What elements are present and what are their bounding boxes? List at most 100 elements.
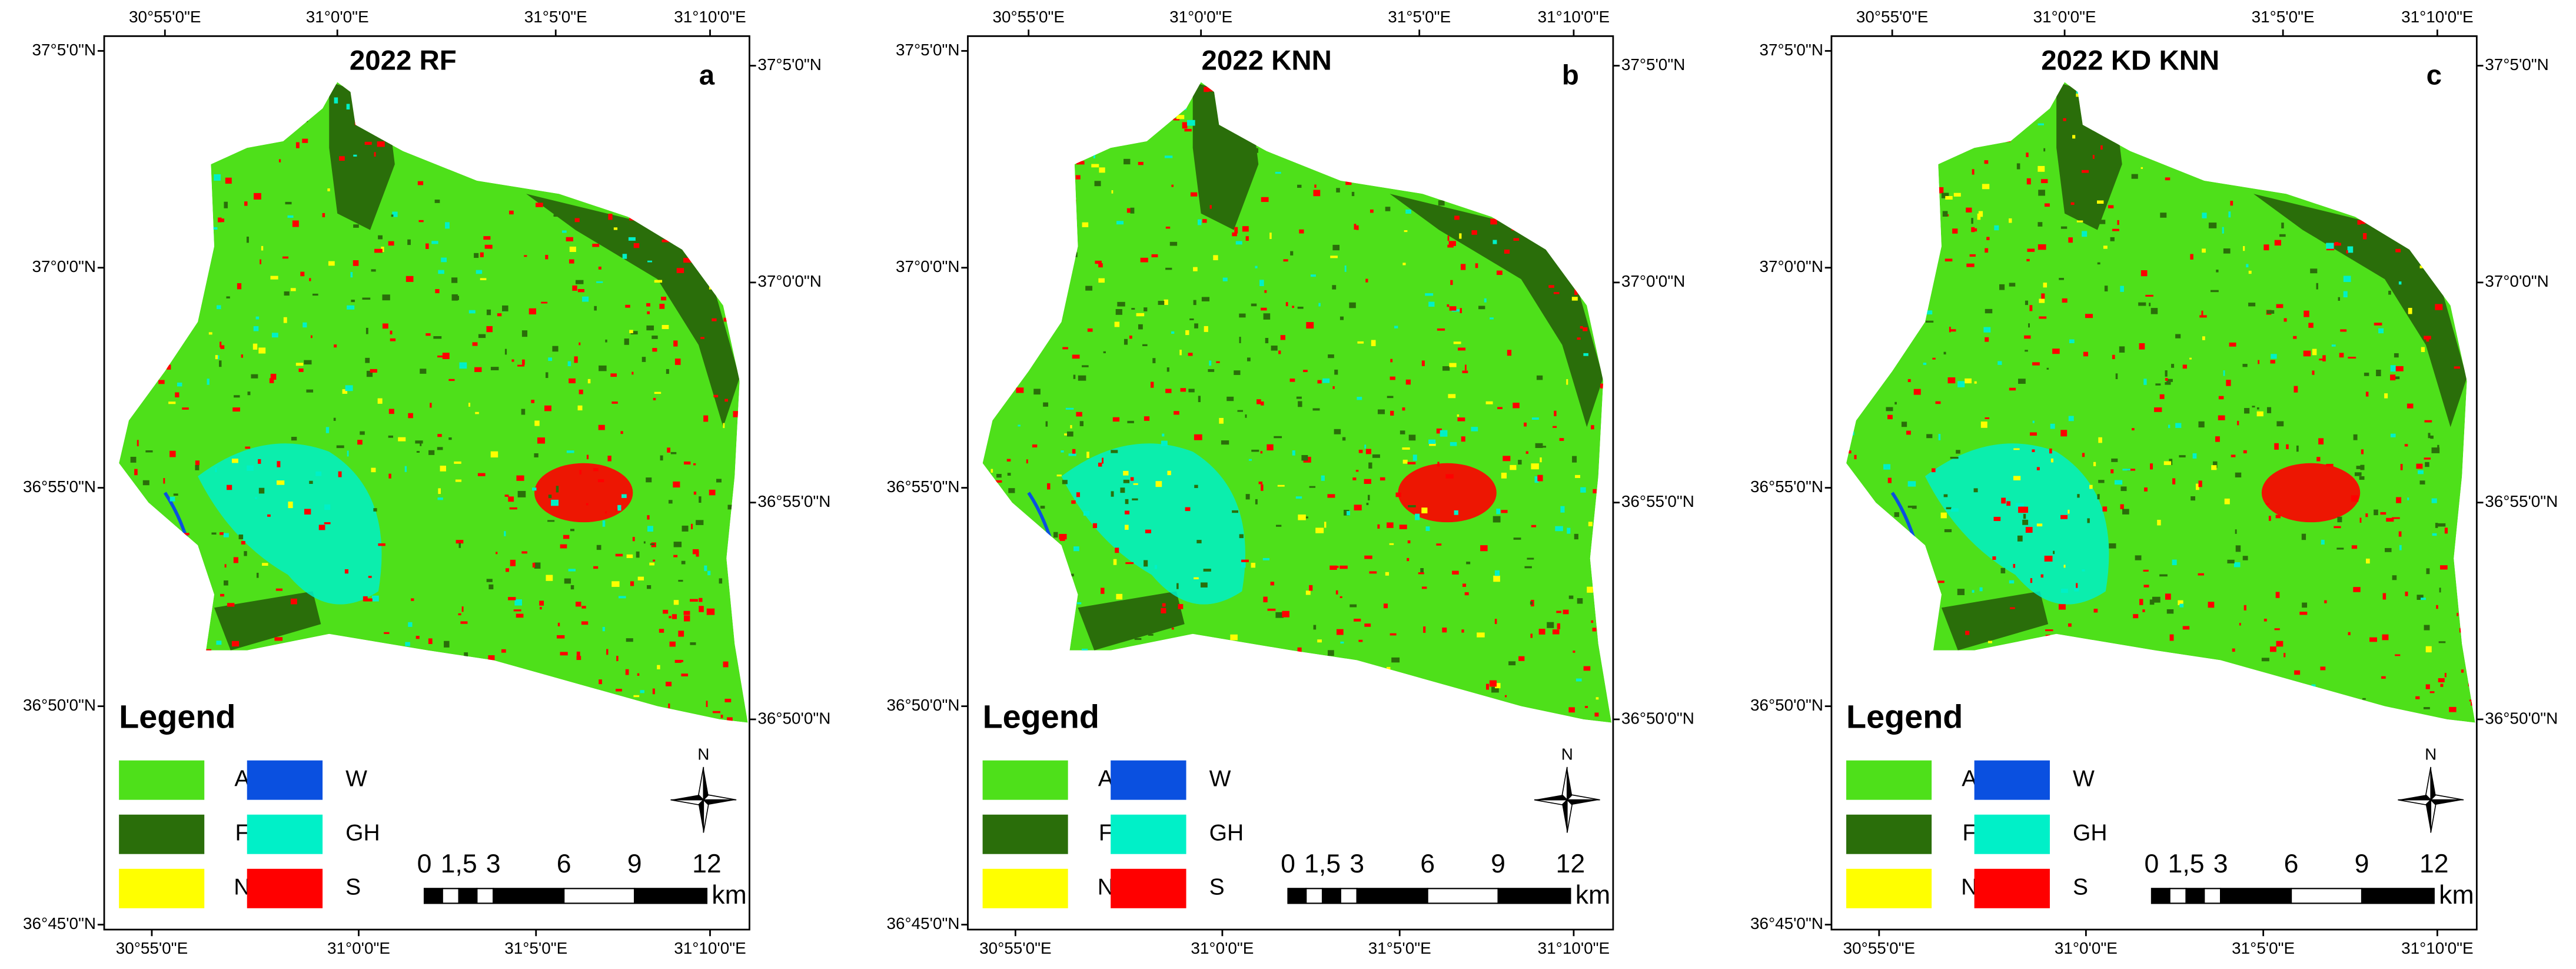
pixel-patch: [150, 111, 157, 115]
pixel-patch: [2439, 565, 2448, 570]
pixel-patch: [1900, 228, 1907, 234]
pixel-patch: [2427, 180, 2429, 182]
pixel-patch: [683, 258, 692, 263]
pixel-patch: [2348, 632, 2351, 635]
pixel-patch: [1903, 101, 1906, 107]
pixel-patch: [2378, 328, 2384, 334]
pixel-patch: [310, 335, 313, 339]
pixel-patch: [1125, 499, 1129, 505]
pixel-patch: [1061, 450, 1064, 453]
pixel-patch: [1511, 226, 1518, 231]
pixel-patch: [1852, 432, 1854, 436]
pixel-patch: [2359, 517, 2362, 523]
pixel-patch: [1045, 552, 1049, 555]
pixel-patch: [1292, 450, 1295, 456]
scale-segment: [1339, 888, 1358, 904]
pixel-patch: [630, 200, 635, 204]
pixel-patch: [2046, 367, 2049, 370]
pixel-patch: [2339, 353, 2344, 358]
pixel-patch: [1186, 650, 1194, 656]
pixel-patch: [386, 117, 393, 120]
scale-segment: [458, 888, 478, 904]
pixel-patch: [2025, 350, 2028, 352]
pixel-patch: [415, 440, 423, 444]
pixel-patch: [1966, 714, 1972, 721]
pixel-patch: [327, 188, 330, 191]
pixel-patch: [596, 711, 603, 715]
pixel-patch: [693, 463, 696, 466]
pixel-patch: [1261, 197, 1269, 203]
pixel-patch: [1577, 598, 1583, 604]
pixel-patch: [1971, 140, 1979, 147]
pixel-patch: [1874, 319, 1883, 324]
pixel-patch: [2398, 531, 2402, 537]
pixel-patch: [1192, 649, 1200, 653]
pixel-patch: [230, 686, 236, 689]
pixel-patch: [2133, 614, 2139, 619]
pixel-patch: [1342, 437, 1346, 441]
pixel-patch: [1086, 452, 1089, 458]
pixel-patch: [592, 730, 597, 735]
pixel-patch: [1583, 353, 1588, 356]
pixel-patch: [2166, 379, 2173, 382]
pixel-patch: [553, 214, 561, 217]
pixel-patch: [250, 696, 252, 702]
pixel-patch: [1009, 286, 1016, 290]
pixel-patch: [1368, 462, 1372, 469]
pixel-patch: [1267, 444, 1274, 451]
pixel-patch: [1309, 486, 1316, 488]
pixel-patch: [1951, 611, 1954, 616]
pixel-patch: [659, 629, 664, 633]
pixel-patch: [2374, 323, 2382, 326]
pixel-patch: [712, 318, 717, 321]
lon-label: 31°5'0"E: [2232, 939, 2295, 957]
pixel-patch: [2039, 298, 2045, 303]
pixel-patch: [184, 533, 190, 536]
pixel-patch: [717, 281, 724, 286]
pixel-patch: [1020, 292, 1023, 298]
pixel-patch: [2004, 622, 2012, 626]
pixel-patch: [1956, 450, 1960, 454]
pixel-patch: [2396, 189, 2404, 195]
pixel-patch: [740, 632, 746, 636]
lon-label: 31°0'0"E: [327, 939, 390, 957]
pixel-patch: [1414, 125, 1417, 132]
pixel-patch: [1887, 630, 1894, 633]
pixel-patch: [1405, 209, 1411, 214]
pixel-patch: [1946, 507, 1952, 510]
pixel-patch: [1248, 459, 1252, 461]
pixel-patch: [2430, 435, 2434, 439]
pixel-patch: [231, 641, 240, 647]
pixel-patch: [260, 259, 261, 264]
pixel-patch: [611, 401, 618, 404]
pixel-patch: [2404, 444, 2408, 447]
pixel-patch: [2275, 515, 2281, 519]
pixel-patch: [1974, 381, 1977, 384]
pixel-patch: [371, 269, 376, 272]
pixel-patch: [1062, 480, 1068, 485]
pixel-patch: [1303, 370, 1308, 373]
north-arrow-outline: [2398, 766, 2464, 833]
pixel-patch: [1133, 483, 1138, 485]
pixel-patch: [2263, 244, 2269, 251]
pixel-patch: [1115, 547, 1119, 553]
pixel-patch: [2063, 565, 2066, 568]
pixel-patch: [1332, 386, 1335, 389]
pixel-patch: [1537, 474, 1543, 482]
pixel-patch: [674, 359, 681, 365]
pixel-patch: [2098, 220, 2106, 224]
pixel-patch: [1867, 600, 1874, 607]
lon-label: 31°0'0"E: [1191, 939, 1254, 957]
pixel-patch: [1971, 227, 1975, 233]
pixel-patch: [553, 681, 561, 686]
pixel-patch: [2381, 113, 2384, 120]
pixel-patch: [739, 477, 747, 481]
settlement: [1398, 463, 1497, 523]
pixel-patch: [703, 415, 709, 422]
pixel-patch: [2074, 713, 2076, 718]
pixel-patch: [568, 569, 576, 572]
pixel-patch: [2274, 443, 2279, 450]
pixel-patch: [1269, 233, 1272, 239]
pixel-patch: [647, 311, 650, 314]
pixel-patch: [2138, 302, 2146, 306]
